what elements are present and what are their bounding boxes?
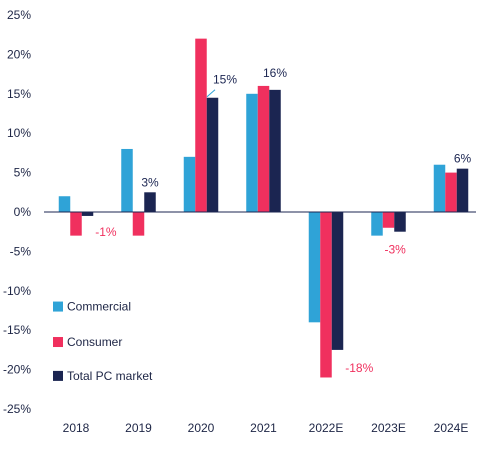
y-tick-label: -10% xyxy=(3,284,31,298)
bar-consumer-2018 xyxy=(70,212,82,236)
y-tick-label: 25% xyxy=(7,8,31,22)
bar-consumer-2022e xyxy=(320,212,332,378)
bar-commercial-2020 xyxy=(183,156,196,212)
y-tick-label: -5% xyxy=(10,244,32,258)
x-category-label: 2024E xyxy=(434,421,469,435)
bar-total-pc-market-2019 xyxy=(144,192,156,212)
bar-consumer-2024e xyxy=(445,172,457,212)
data-label: 16% xyxy=(263,66,287,80)
bar-total-pc-market-2020 xyxy=(206,97,219,212)
bar-consumer-2020 xyxy=(195,38,207,212)
y-tick-label: 20% xyxy=(7,47,31,61)
legend-swatch xyxy=(53,301,63,312)
bar-commercial-2023e xyxy=(371,212,383,236)
y-tick-label: 10% xyxy=(7,126,31,140)
bar-total-pc-market-2022e xyxy=(331,212,344,350)
bar-consumer-2023e xyxy=(382,212,395,228)
x-category-label: 2020 xyxy=(188,421,215,435)
bar-commercial-2021 xyxy=(246,93,258,212)
bar-commercial-2022e xyxy=(308,212,321,323)
legend-label: Commercial xyxy=(67,300,131,314)
legend-item-commercial: Commercial xyxy=(53,300,131,314)
x-category-label: 2022E xyxy=(309,421,344,435)
bar-consumer-2019 xyxy=(132,212,145,236)
bar-total-pc-market-2018 xyxy=(81,212,94,216)
data-labels: -1% 3% 15% 16% -18% -3% 6% xyxy=(95,66,471,375)
y-tick-label: 15% xyxy=(7,87,31,101)
data-label: -3% xyxy=(385,243,407,257)
legend-item-consumer: Consumer xyxy=(53,335,122,349)
bar-consumer-2021 xyxy=(257,85,270,212)
y-tick-label: -25% xyxy=(3,402,31,416)
legend-label: Consumer xyxy=(67,335,122,349)
x-category-label: 2018 xyxy=(63,421,90,435)
bar-total-pc-market-2023e xyxy=(394,212,406,232)
bar-commercial-2019 xyxy=(121,148,133,212)
y-tick-label: 0% xyxy=(14,205,32,219)
y-tick-label: 5% xyxy=(14,166,32,180)
y-tick-label: -15% xyxy=(3,323,31,337)
x-category-label: 2019 xyxy=(125,421,152,435)
data-label: 3% xyxy=(141,175,159,189)
data-label: 6% xyxy=(454,152,472,166)
bar-commercial-2024e xyxy=(433,164,446,212)
legend-swatch xyxy=(53,370,63,381)
data-label: -18% xyxy=(345,361,373,375)
y-axis-ticks: 25% 20% 15% 10% 5% 0% -5% -10% -15% -20% -25% xyxy=(3,8,31,416)
legend: Commercial Consumer Total PC market xyxy=(53,300,153,383)
data-label: -1% xyxy=(95,225,117,239)
bar-commercial-2018 xyxy=(58,196,71,212)
x-category-label: 2021 xyxy=(250,421,277,435)
x-axis-categories: 2018 2019 2020 2021 2022E 2023E 2024E xyxy=(63,421,469,435)
legend-swatch xyxy=(53,337,63,348)
legend-item-total-pc-market: Total PC market xyxy=(53,369,153,383)
legend-label: Total PC market xyxy=(67,369,153,383)
bars xyxy=(58,38,469,378)
label-leader-line xyxy=(206,89,216,98)
x-category-label: 2023E xyxy=(371,421,406,435)
bar-total-pc-market-2021 xyxy=(269,89,281,212)
data-label: 15% xyxy=(213,73,237,87)
bar-total-pc-market-2024e xyxy=(456,168,469,212)
y-tick-label: -20% xyxy=(3,363,31,377)
